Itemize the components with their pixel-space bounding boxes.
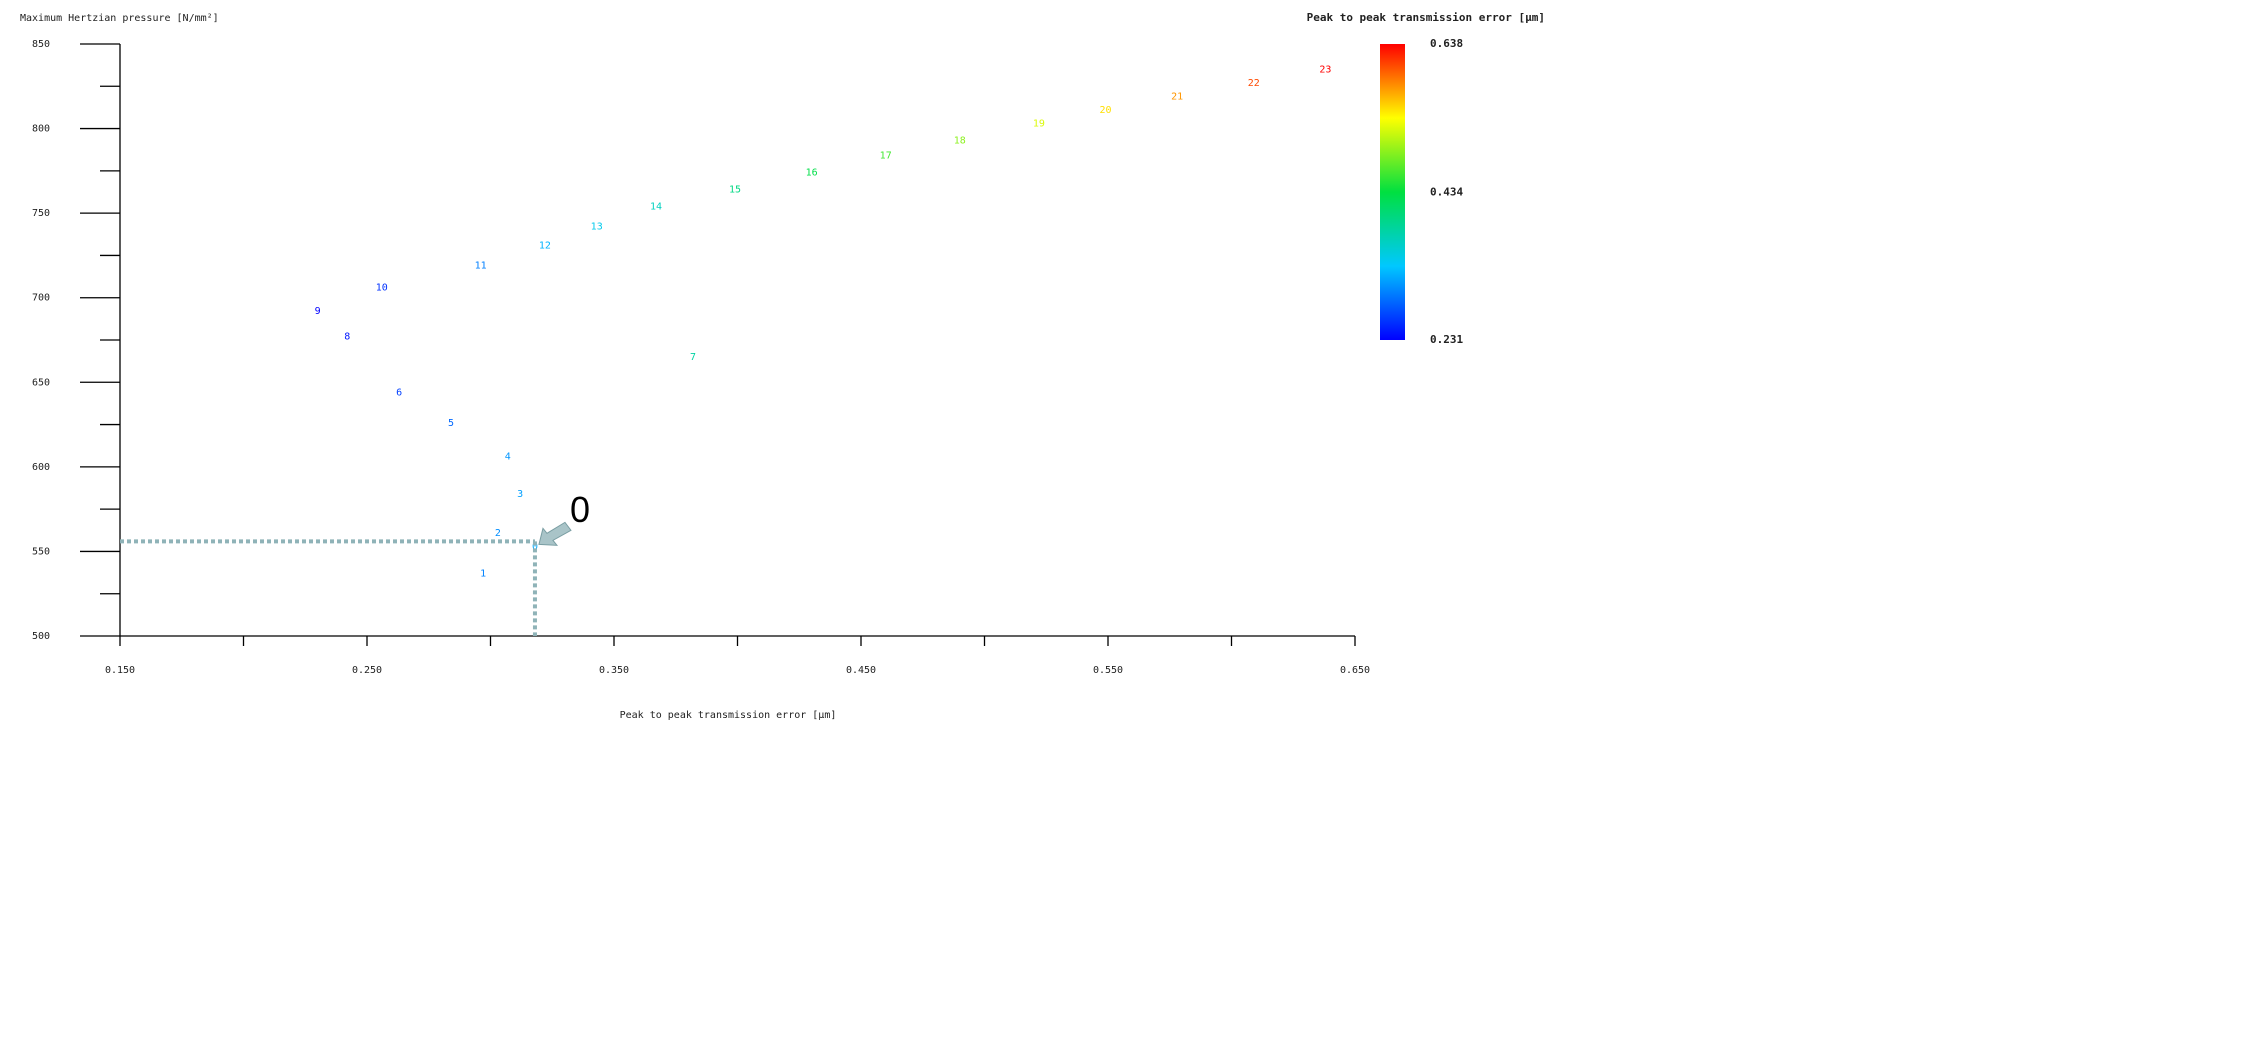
point-label: 13 [591,222,603,233]
point-label: 11 [475,261,487,272]
point-label: 9 [315,306,321,317]
colorbar-tick-label: 0.434 [1430,185,1463,198]
point-label: 6 [396,387,402,398]
y-tick-label: 500 [32,631,50,642]
colorbar-title: Peak to peak transmission error [µm] [1307,11,1545,24]
point-label: 15 [729,184,741,195]
point-label: 10 [376,283,388,294]
point-label: 16 [806,168,818,179]
y-tick-label: 550 [32,546,50,557]
point-label: 2 [495,528,501,539]
x-tick-label: 0.650 [1340,665,1370,676]
y-axis-title: Maximum Hertzian pressure [N/mm²] [20,13,219,24]
annotation-arrow [538,521,572,546]
point-label: 14 [650,201,662,212]
point-label: 17 [880,151,892,162]
y-tick-label: 600 [32,462,50,473]
point-label: 18 [954,135,966,146]
x-tick-label: 0.450 [846,665,876,676]
y-tick-label: 650 [32,377,50,388]
point-label: 7 [690,352,696,363]
point-label: 3 [517,489,523,500]
point-label: 23 [1319,64,1331,75]
point-label: 1 [480,568,486,579]
annotation: 0 [570,489,590,530]
point-label: 0 [532,541,538,552]
point-label: 12 [539,240,551,251]
x-axis-title: Peak to peak transmission error [µm] [620,710,837,721]
colorbar [1380,44,1405,340]
point-label: 5 [448,418,454,429]
point-label: 8 [344,332,350,343]
y-tick-label: 700 [32,293,50,304]
y-tick-label: 850 [32,39,50,50]
y-tick-label: 750 [32,208,50,219]
x-tick-label: 0.550 [1093,665,1123,676]
y-tick-label: 800 [32,124,50,135]
point-label: 22 [1248,78,1260,89]
point-label: 20 [1100,105,1112,116]
point-label: 19 [1033,118,1045,129]
x-tick-label: 0.150 [105,665,135,676]
x-tick-label: 0.350 [599,665,629,676]
point-label: 4 [505,452,511,463]
point-label: 21 [1171,91,1183,102]
colorbar-tick-label: 0.231 [1430,333,1463,346]
x-tick-label: 0.250 [352,665,382,676]
colorbar-tick-label: 0.638 [1430,37,1463,50]
